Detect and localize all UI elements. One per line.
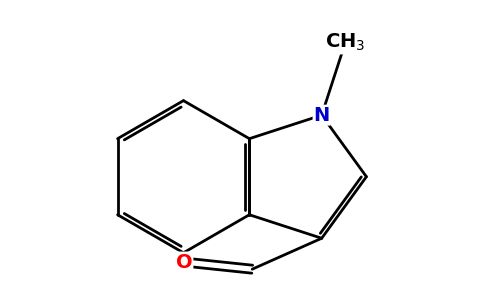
Text: O: O [176,253,193,272]
Text: N: N [314,106,330,125]
Text: CH$_3$: CH$_3$ [325,32,365,53]
